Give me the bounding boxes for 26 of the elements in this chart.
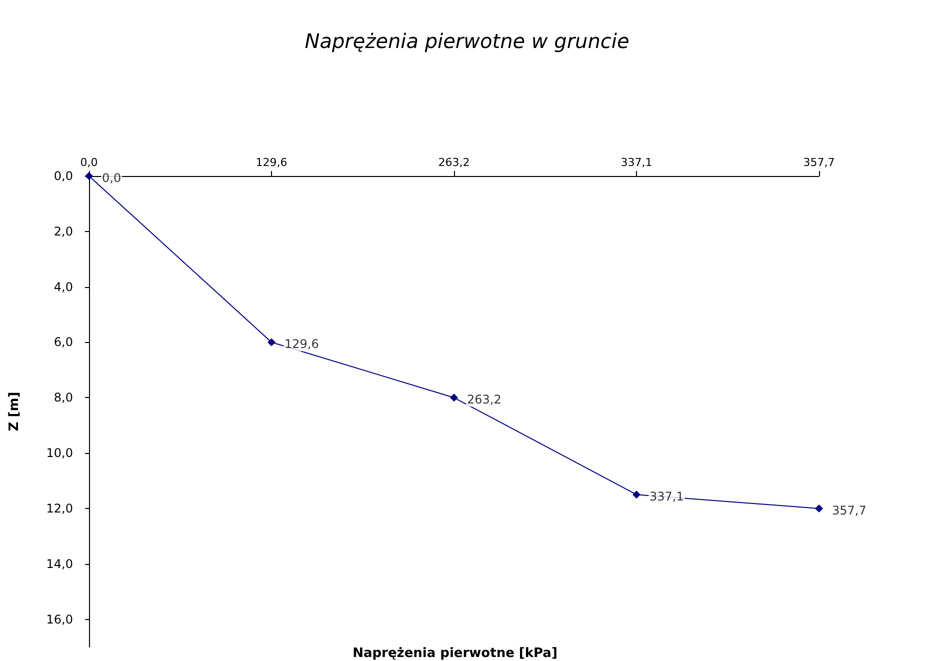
y-axis-title: Z [m] <box>7 392 22 432</box>
annotation: 0,0 <box>102 171 122 185</box>
y-tick-label: 0,0 <box>54 169 73 183</box>
point <box>450 394 458 402</box>
y-tick-label: 4,0 <box>54 280 73 294</box>
x-tick-label: 263,2 <box>438 156 470 169</box>
x-tick-label: 129,6 <box>256 156 288 169</box>
y-tick-label: 14,0 <box>46 556 73 571</box>
point <box>815 504 823 512</box>
y-tick-label: 12,0 <box>46 501 73 516</box>
y-tick-label: 2,0 <box>54 224 73 238</box>
y-tick-label: 6,0 <box>54 335 73 350</box>
x-tick-label: 0,0 <box>80 156 98 169</box>
point <box>268 338 276 346</box>
y-tick-label: 10,0 <box>46 446 73 460</box>
annotation: 263,2 <box>467 392 502 407</box>
point <box>632 490 640 499</box>
annotation: 357,7 <box>832 503 866 518</box>
annotation: 129,6 <box>284 337 319 352</box>
y-tick-label: 8,0 <box>54 390 73 405</box>
annotation: 337,1 <box>650 490 684 504</box>
chart-title: Naprężenia pierwotne w gruncie <box>304 29 630 53</box>
x-tick-label: 337,1 <box>620 156 652 169</box>
x-tick-label: 357,7 <box>803 156 835 169</box>
x-axis-title: Naprężenia pierwotne [kPa] <box>352 646 558 661</box>
y-tick-label: 16,0 <box>46 612 73 626</box>
